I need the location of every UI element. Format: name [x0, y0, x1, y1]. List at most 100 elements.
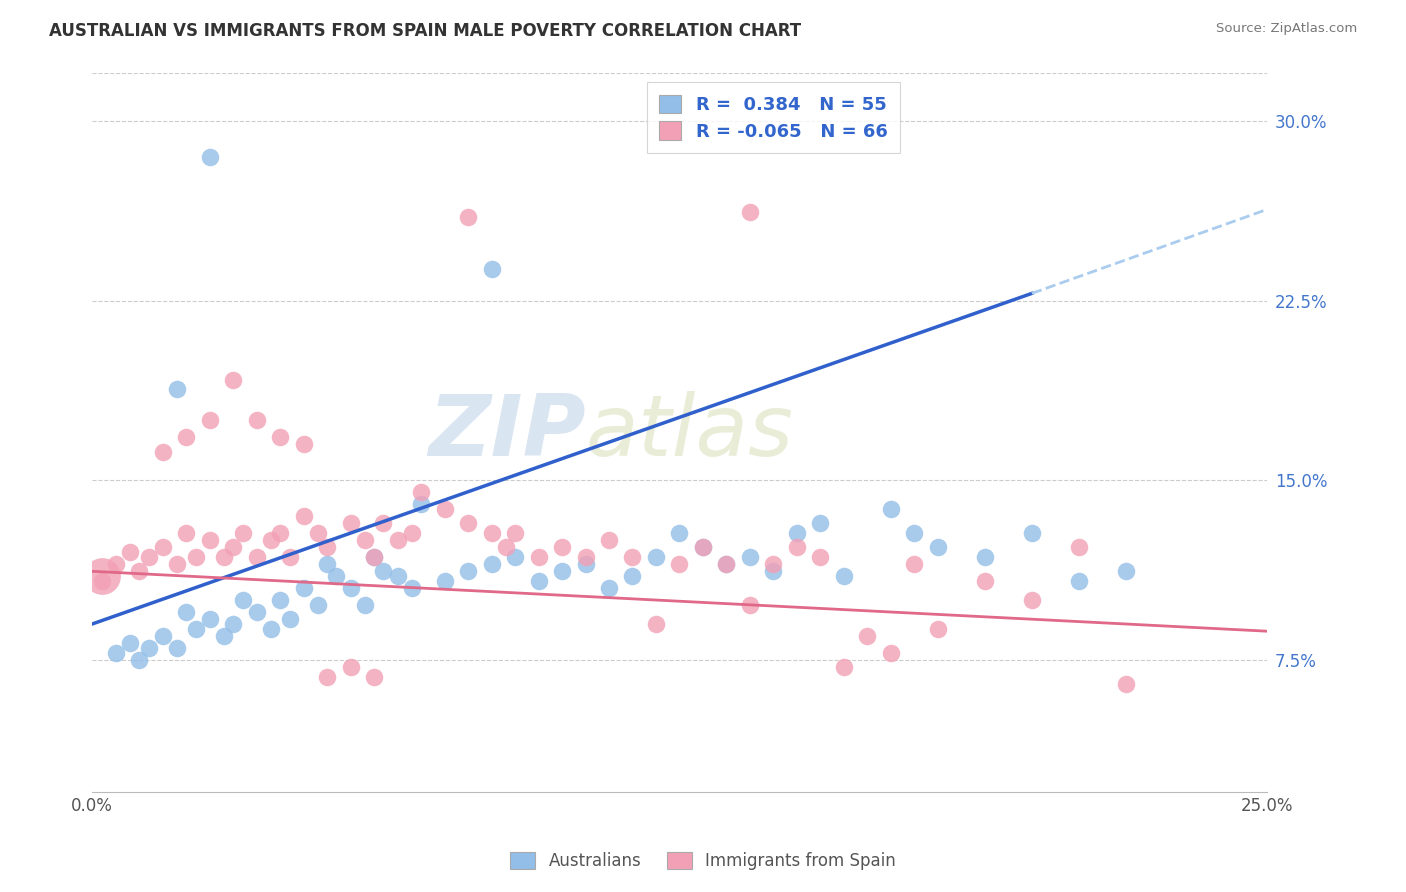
Point — [363, 549, 385, 564]
Point — [269, 593, 291, 607]
Legend: Australians, Immigrants from Spain: Australians, Immigrants from Spain — [503, 845, 903, 877]
Point — [363, 670, 385, 684]
Point — [292, 581, 315, 595]
Point — [832, 660, 855, 674]
Point — [260, 622, 283, 636]
Point — [152, 444, 174, 458]
Point — [481, 262, 503, 277]
Point — [292, 437, 315, 451]
Point — [1067, 574, 1090, 588]
Point — [339, 660, 361, 674]
Point — [325, 569, 347, 583]
Point — [90, 574, 112, 588]
Point — [1021, 593, 1043, 607]
Point — [246, 413, 269, 427]
Point — [786, 541, 808, 555]
Point — [307, 598, 329, 612]
Point — [738, 549, 761, 564]
Point — [621, 569, 644, 583]
Point — [527, 549, 550, 564]
Point — [174, 430, 197, 444]
Point — [409, 485, 432, 500]
Point — [212, 549, 235, 564]
Point — [104, 646, 127, 660]
Point — [339, 516, 361, 531]
Point — [269, 430, 291, 444]
Point — [292, 509, 315, 524]
Point — [810, 549, 832, 564]
Point — [184, 549, 207, 564]
Point — [198, 612, 221, 626]
Point — [246, 549, 269, 564]
Point — [598, 533, 620, 548]
Point — [316, 670, 339, 684]
Point — [353, 598, 375, 612]
Point — [433, 574, 456, 588]
Point — [278, 612, 301, 626]
Point — [316, 541, 339, 555]
Point — [353, 533, 375, 548]
Point — [387, 533, 409, 548]
Point — [762, 564, 785, 578]
Point — [339, 581, 361, 595]
Point — [212, 629, 235, 643]
Point — [810, 516, 832, 531]
Point — [1067, 541, 1090, 555]
Point — [927, 622, 949, 636]
Point — [1115, 564, 1137, 578]
Point — [457, 564, 479, 578]
Point — [104, 557, 127, 571]
Point — [738, 598, 761, 612]
Point — [128, 653, 150, 667]
Point — [692, 541, 714, 555]
Point — [645, 549, 668, 564]
Point — [152, 541, 174, 555]
Point — [786, 525, 808, 540]
Point — [307, 525, 329, 540]
Point — [118, 636, 141, 650]
Text: ZIP: ZIP — [427, 391, 585, 474]
Point — [481, 525, 503, 540]
Point — [138, 640, 160, 655]
Point — [166, 557, 188, 571]
Point — [481, 557, 503, 571]
Point — [316, 557, 339, 571]
Point — [503, 549, 526, 564]
Point — [373, 564, 395, 578]
Point — [246, 605, 269, 619]
Point — [118, 545, 141, 559]
Point — [692, 541, 714, 555]
Point — [668, 557, 690, 571]
Point — [716, 557, 738, 571]
Text: Source: ZipAtlas.com: Source: ZipAtlas.com — [1216, 22, 1357, 36]
Text: atlas: atlas — [585, 391, 793, 474]
Point — [574, 549, 596, 564]
Point — [401, 525, 423, 540]
Point — [222, 373, 245, 387]
Point — [973, 574, 995, 588]
Point — [738, 205, 761, 219]
Point — [184, 622, 207, 636]
Point — [401, 581, 423, 595]
Point — [551, 541, 574, 555]
Point — [574, 557, 596, 571]
Point — [222, 617, 245, 632]
Point — [973, 549, 995, 564]
Point — [373, 516, 395, 531]
Point — [166, 640, 188, 655]
Text: AUSTRALIAN VS IMMIGRANTS FROM SPAIN MALE POVERTY CORRELATION CHART: AUSTRALIAN VS IMMIGRANTS FROM SPAIN MALE… — [49, 22, 801, 40]
Point — [260, 533, 283, 548]
Point — [856, 629, 879, 643]
Point — [1021, 525, 1043, 540]
Point — [269, 525, 291, 540]
Point — [387, 569, 409, 583]
Point — [527, 574, 550, 588]
Point — [138, 549, 160, 564]
Point — [433, 502, 456, 516]
Point — [409, 497, 432, 511]
Point — [198, 413, 221, 427]
Point — [222, 541, 245, 555]
Point — [231, 593, 253, 607]
Point — [880, 502, 903, 516]
Point — [621, 549, 644, 564]
